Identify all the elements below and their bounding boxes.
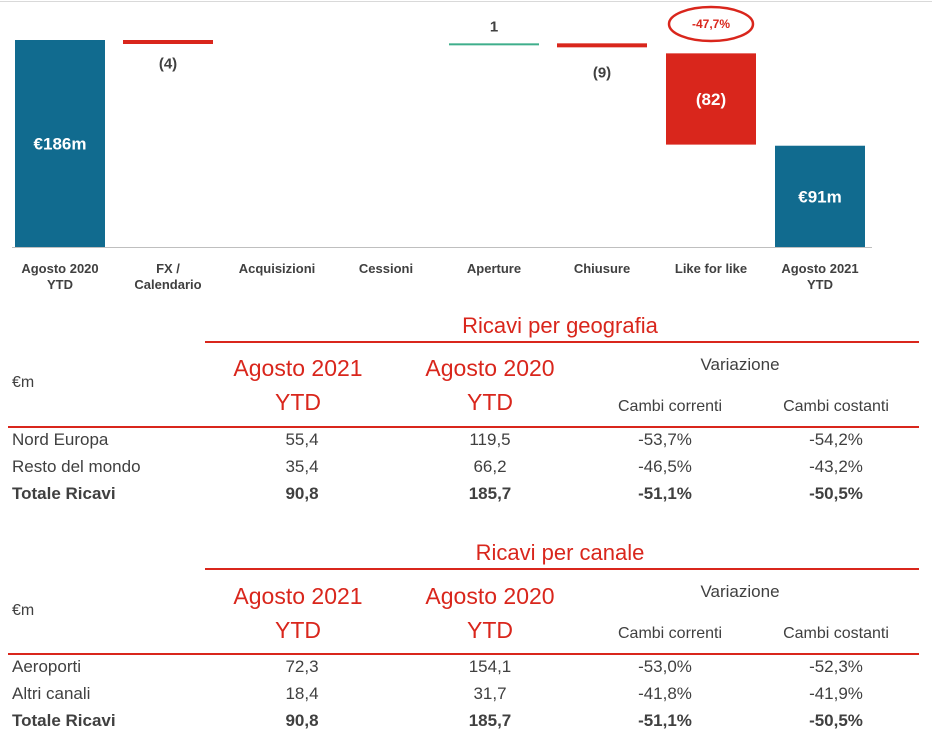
category-label: YTD <box>47 277 73 292</box>
subhead-cambi-correnti: Cambi correnti <box>617 625 723 642</box>
col-agosto-2021: Agosto 2021 YTD <box>208 579 388 647</box>
col-agosto-2020: Agosto 2020 YTD <box>400 351 580 419</box>
subhead-cambi-costanti: Cambi costanti <box>783 625 889 642</box>
variation-header: Variazione <box>700 355 780 374</box>
col-agosto-2021-line1: Agosto 2021 <box>233 355 363 381</box>
cell-a2021: 72,3 <box>285 657 319 676</box>
cell-name: Totale Ricavi <box>12 484 116 503</box>
col-agosto-2021: Agosto 2021 YTD <box>208 351 388 419</box>
category-label: Calendario <box>134 277 201 292</box>
cell-costanti: -54,2% <box>809 430 863 449</box>
table-title: Ricavi per geografia <box>462 313 658 338</box>
cell-a2020: 31,7 <box>473 684 507 703</box>
bar-value-label: (4) <box>159 55 177 72</box>
cell-a2020: 185,7 <box>468 484 512 503</box>
cell-correnti: -51,1% <box>638 711 692 730</box>
bar-delta-4 <box>449 43 539 46</box>
table-header-rule <box>8 426 919 428</box>
col-agosto-2020-line2: YTD <box>467 389 513 415</box>
top-divider <box>0 1 932 2</box>
category-label: YTD <box>807 277 833 292</box>
col-agosto-2020-line2: YTD <box>467 617 513 643</box>
cell-a2021: 90,8 <box>285 711 319 730</box>
cell-name: Nord Europa <box>12 430 109 449</box>
col-agosto-2021-line2: YTD <box>275 389 321 415</box>
table-top-rule <box>205 341 919 343</box>
cell-correnti: -46,5% <box>638 457 692 476</box>
category-label: Chiusure <box>574 261 630 276</box>
bar-value-label: €186m <box>34 135 87 154</box>
subhead-cambi-correnti: Cambi correnti <box>617 398 723 415</box>
cell-costanti: -52,3% <box>809 657 863 676</box>
cell-costanti: -41,9% <box>809 684 863 703</box>
bar-value-label: 1 <box>490 18 498 35</box>
cell-costanti: -50,5% <box>809 484 863 503</box>
subhead-cambi-costanti: Cambi costanti <box>783 398 889 415</box>
col-agosto-2020-line1: Agosto 2020 <box>425 355 555 381</box>
cell-a2020: 154,1 <box>468 657 512 676</box>
callout-ellipse <box>667 5 755 43</box>
col-agosto-2021-line2: YTD <box>275 617 321 643</box>
cell-name: Resto del mondo <box>12 457 141 476</box>
unit-label: €m <box>12 374 35 391</box>
bar-delta-1 <box>123 40 213 44</box>
cell-a2021: 90,8 <box>285 484 319 503</box>
callout-label: -47,7% <box>692 17 730 31</box>
cell-costanti: -43,2% <box>809 457 863 476</box>
cell-correnti: -53,7% <box>638 430 692 449</box>
col-agosto-2020-line1: Agosto 2020 <box>425 583 555 609</box>
cell-a2021: 18,4 <box>285 684 319 703</box>
category-label: Agosto 2020 <box>21 261 98 276</box>
bar-total-7 <box>775 145 865 247</box>
unit-label: €m <box>12 602 35 619</box>
cell-a2021: 35,4 <box>285 457 319 476</box>
cell-correnti: -53,0% <box>638 657 692 676</box>
bar-delta-6 <box>666 53 756 145</box>
cell-a2020: 119,5 <box>469 430 511 449</box>
cell-a2021: 55,4 <box>285 430 319 449</box>
table-top-rule <box>205 568 919 570</box>
col-agosto-2021-line1: Agosto 2021 <box>233 583 363 609</box>
cell-correnti: -51,1% <box>638 484 692 503</box>
cell-a2020: 185,7 <box>468 711 512 730</box>
bar-delta-5 <box>557 43 647 48</box>
category-label: Aperture <box>467 261 521 276</box>
category-label: Acquisizioni <box>239 261 316 276</box>
cell-costanti: -50,5% <box>809 711 863 730</box>
table-title: Ricavi per canale <box>475 540 645 565</box>
table-header-rule <box>8 653 919 655</box>
bar-value-label: (82) <box>696 90 726 109</box>
cell-a2020: 66,2 <box>473 457 507 476</box>
category-label: Agosto 2021 <box>781 261 858 276</box>
bar-value-label: (9) <box>593 64 611 81</box>
variation-header: Variazione <box>700 582 780 601</box>
cell-name: Aeroporti <box>12 657 81 676</box>
category-label: Cessioni <box>359 261 413 276</box>
cell-name: Altri canali <box>12 684 91 703</box>
category-label: Like for like <box>675 261 747 276</box>
cell-correnti: -41,8% <box>638 684 692 703</box>
col-agosto-2020: Agosto 2020 YTD <box>400 579 580 647</box>
bar-value-label: €91m <box>798 187 841 206</box>
bar-total-0 <box>15 40 105 247</box>
cell-name: Totale Ricavi <box>12 711 116 730</box>
category-label: FX / <box>156 261 180 276</box>
